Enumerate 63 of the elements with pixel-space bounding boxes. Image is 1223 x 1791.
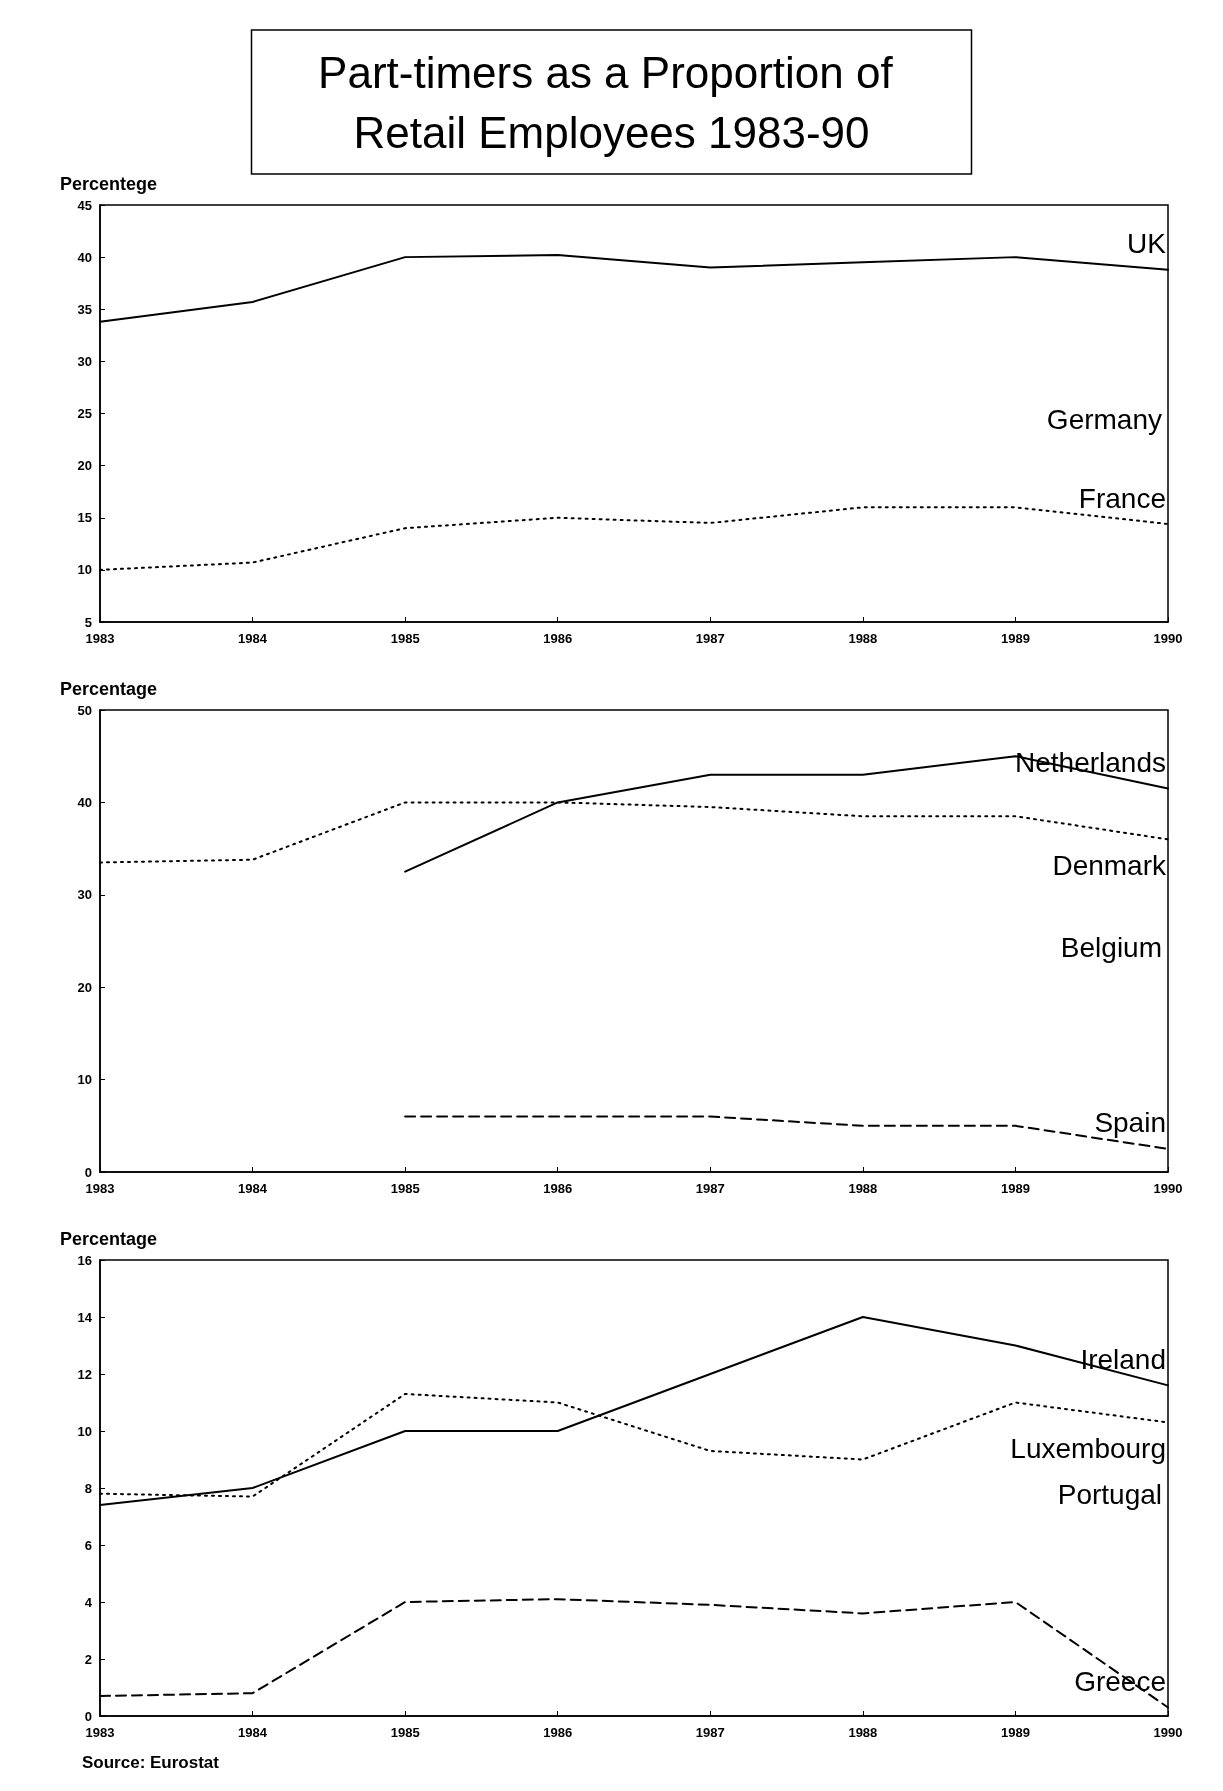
chart-title: Part-timers as a Proportion of Retail Employees 1983-90 (318, 47, 905, 157)
x-tick-label: 1989 (1000, 631, 1030, 646)
y-tick-label: 5 (84, 614, 92, 630)
y-tick-label: 35 (77, 301, 92, 317)
x-tick-label: 1988 (848, 1725, 878, 1740)
series-label: Greece (1074, 1665, 1166, 1697)
series-label: Denmark (1052, 849, 1167, 881)
series-label: Ireland (1080, 1343, 1166, 1375)
annotation: Portugal (1057, 1478, 1163, 1510)
x-tick-label: 1989 (1000, 1181, 1030, 1196)
x-tick-label: 1983 (85, 631, 115, 646)
y-tick-label: 30 (77, 353, 92, 369)
y-tick-label: 0 (84, 1708, 92, 1724)
x-tick-label: 1983 (85, 1725, 115, 1740)
series-label: Spain (1094, 1107, 1166, 1139)
x-tick-label: 1987 (695, 1725, 725, 1740)
series-label: UK (1127, 228, 1167, 260)
series-label: France (1078, 482, 1166, 514)
annotation: Belgium (1060, 931, 1163, 963)
x-tick-label: 1984 (238, 631, 268, 646)
y-tick-label: 10 (77, 1072, 92, 1088)
x-tick-label: 1990 (1153, 1181, 1183, 1196)
x-tick-label: 1988 (848, 631, 878, 646)
y-tick-label: 45 (77, 197, 92, 213)
x-tick-label: 1990 (1153, 1725, 1183, 1740)
y-tick-label: 16 (77, 1252, 92, 1268)
y-tick-label: 50 (77, 702, 92, 718)
y-axis-title: Percentage (60, 1229, 158, 1249)
series-label: Luxembourg (1010, 1432, 1166, 1464)
y-tick-label: 40 (77, 794, 92, 810)
x-tick-label: 1987 (695, 631, 725, 646)
x-tick-label: 1985 (390, 1181, 420, 1196)
x-tick-label: 1984 (238, 1181, 268, 1196)
source-note: Source: Eurostat (82, 1753, 220, 1772)
y-tick-label: 10 (77, 562, 92, 578)
y-tick-label: 8 (84, 1480, 92, 1496)
y-tick-label: 0 (84, 1164, 92, 1180)
x-tick-label: 1983 (85, 1181, 115, 1196)
x-tick-label: 1987 (695, 1181, 725, 1196)
x-tick-label: 1985 (390, 1725, 420, 1740)
x-tick-label: 1989 (1000, 1725, 1030, 1740)
y-tick-label: 25 (77, 406, 92, 421)
annotation: Germany (1046, 404, 1163, 435)
y-axis-title: Percentage (60, 679, 158, 699)
y-tick-label: 2 (84, 1651, 92, 1667)
y-tick-label: 10 (77, 1423, 92, 1439)
y-tick-label: 12 (77, 1366, 92, 1382)
x-tick-label: 1986 (543, 1725, 573, 1740)
y-tick-label: 4 (84, 1594, 93, 1610)
x-tick-label: 1990 (1153, 631, 1183, 646)
y-tick-label: 15 (77, 510, 92, 526)
y-axis-title: Percentege (60, 174, 158, 194)
y-tick-label: 30 (77, 887, 92, 903)
x-tick-label: 1984 (238, 1725, 268, 1740)
y-tick-label: 20 (77, 979, 92, 995)
x-tick-label: 1986 (543, 1181, 573, 1196)
y-tick-label: 40 (77, 249, 92, 265)
x-tick-label: 1988 (848, 1181, 878, 1196)
x-tick-label: 1986 (543, 631, 573, 646)
x-tick-label: 1985 (390, 631, 420, 646)
y-tick-label: 20 (77, 458, 92, 474)
y-tick-label: 6 (84, 1537, 92, 1553)
y-tick-label: 14 (77, 1309, 93, 1325)
